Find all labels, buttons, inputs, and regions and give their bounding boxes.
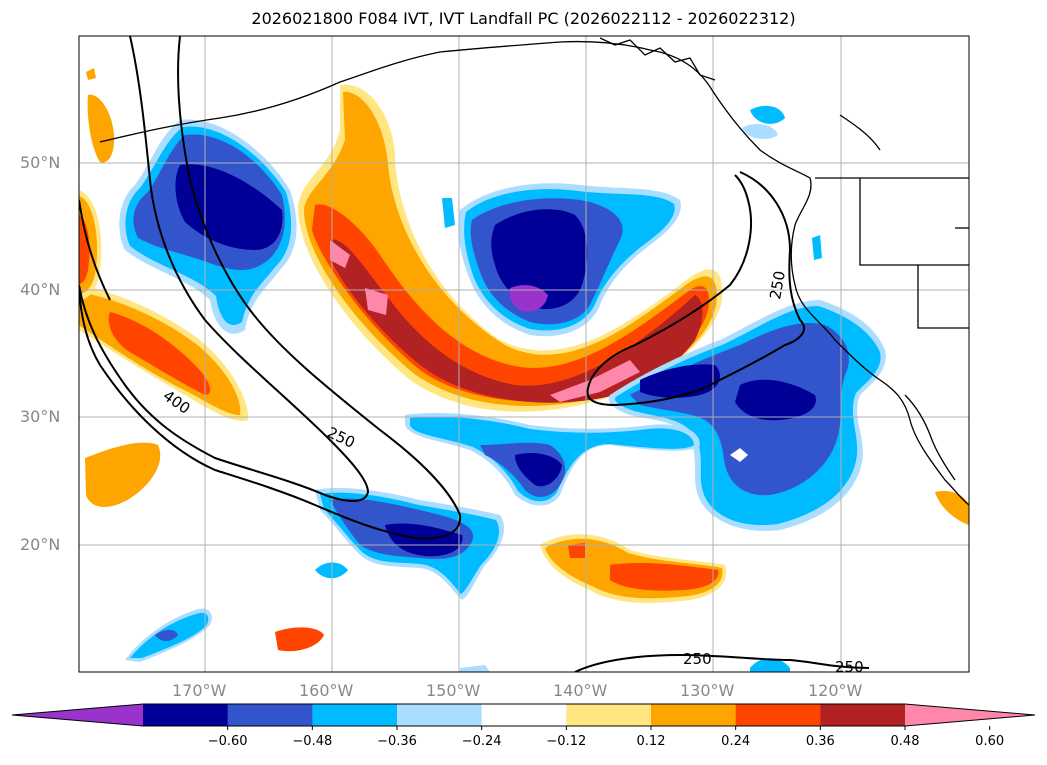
colorbar-extend-high: [905, 704, 1035, 726]
colorbar-tick-label: −0.48: [292, 734, 333, 749]
colorbar-segment: [651, 704, 737, 726]
lat-label-50: 50°N: [20, 153, 61, 172]
warm-sc-red2: [568, 543, 585, 558]
warm-south-small: [275, 627, 324, 652]
lon-label-170w: 170°W: [172, 681, 227, 700]
lat-label-20: 20°N: [20, 535, 61, 554]
cool-ne-small: [750, 105, 785, 124]
cool-c-purple: [509, 285, 548, 312]
cool-ss-blue: [155, 629, 178, 642]
ivt-contours: [79, 36, 870, 672]
warm-west-red: [108, 312, 211, 395]
lon-label-130w: 130°W: [680, 681, 735, 700]
warm-sw-orange: [85, 442, 161, 508]
lat-label-40: 40°N: [20, 280, 61, 299]
lon-label-150w: 150°W: [426, 681, 481, 700]
colorbar-segment: [227, 704, 313, 726]
warm-arc-pink3: [550, 360, 640, 402]
cool-c-small: [442, 198, 455, 228]
ivt-shading: [79, 68, 969, 672]
cool-e-blue: [630, 322, 849, 496]
warm-se-corner: [935, 490, 969, 525]
colorbar-segment: [397, 704, 483, 726]
colorbar-tick-label: −0.24: [461, 734, 502, 749]
cool-ne-small2: [812, 235, 822, 260]
contour-label-250c: 250: [835, 658, 864, 676]
warm-top-left: [87, 94, 115, 163]
colorbar-tick-label: −0.60: [207, 734, 248, 749]
colorbar-tick-label: −0.12: [546, 734, 587, 749]
colorbar-segment: [735, 704, 821, 726]
cool-sw-navy: [385, 523, 463, 557]
cool-ne-light: [742, 124, 778, 140]
colorbar-extend-low: [12, 704, 143, 726]
warm-arc-darkred: [330, 239, 703, 403]
colorbar-tick-label: 0.36: [805, 734, 835, 749]
page-title: 2026021800 F084 IVT, IVT Landfall PC (20…: [251, 9, 796, 28]
warm-sc-red: [610, 562, 719, 591]
cool-e-navy2: [735, 379, 816, 421]
colorbar: [11, 703, 1036, 730]
colorbar-tick-label: 0.24: [721, 734, 751, 749]
colorbar-segment: [143, 704, 229, 726]
colorbar-tick-label: 0.60: [975, 734, 1005, 749]
map-frame: [78, 35, 970, 673]
colorbar-segment: [481, 704, 567, 726]
lon-label-140w: 140°W: [553, 681, 608, 700]
colorbar-outline: [11, 703, 1036, 727]
lon-label-120w: 120°W: [808, 681, 863, 700]
cool-s-navy: [515, 453, 562, 487]
coastlines: [99, 37, 969, 506]
warm-tiny: [86, 68, 96, 80]
warm-arc-pink2: [365, 288, 388, 315]
colorbar-segment: [820, 704, 906, 726]
cool-nw-navy: [175, 164, 283, 250]
grid-lines: [79, 36, 969, 672]
cool-c-navy: [491, 209, 588, 310]
colorbar-tick-label: 0.48: [890, 734, 920, 749]
colorbar-segment: [566, 704, 652, 726]
colorbar-tick-label: 0.12: [636, 734, 666, 749]
colorbar-tick-label: −0.36: [377, 734, 417, 749]
colorbar-segment: [312, 704, 398, 726]
cool-bottom2: [460, 665, 490, 672]
lon-label-160w: 160°W: [299, 681, 354, 700]
contour-label-250b: 250: [683, 650, 712, 668]
cool-bottom: [750, 658, 790, 672]
lat-label-30: 30°N: [20, 407, 61, 426]
contour-label-250d: 250: [766, 269, 789, 300]
warm-nw-red: [79, 215, 90, 284]
warm-arc-pink1: [330, 240, 350, 268]
cool-e-hole: [730, 448, 748, 462]
